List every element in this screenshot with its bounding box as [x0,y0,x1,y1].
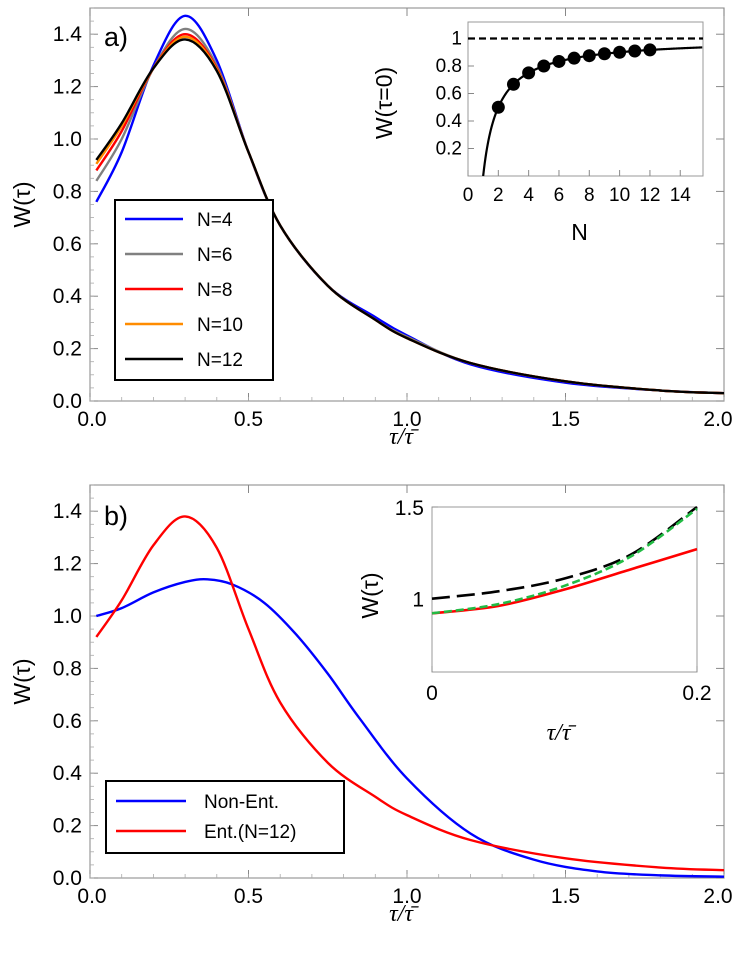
inset-data-point [491,100,505,114]
inset-data-point [567,51,581,65]
legend-box [105,780,345,854]
inset-y-axis-title: W(τ) [357,572,383,618]
series-line-N=12 [95,38,725,395]
inset-y-tick-label: 0.8 [436,56,462,77]
y-tick-label: 0.8 [53,657,82,680]
panel-label: a) [104,22,128,52]
y-tick-label: 1.4 [53,23,83,46]
inset-y-axis-title: W(τ=0) [371,67,397,139]
legend-label: N=12 [197,350,243,371]
inset-series-green-dashed [431,507,698,615]
panel-b: 0.0 0.2 0.4 0.6 0.8 1.0 1.2 1.4 0.0 0.5 1.0 1.5 2.0 τ… [9,484,733,927]
inset-data-point [552,54,566,68]
inset-y-tick-label: 1 [412,589,424,612]
series-line-Ent.(N=12) [95,515,725,872]
y-tick-label: 1.4 [53,500,83,523]
inset-data-point [613,45,627,59]
inset-x-tick-label: 8 [584,185,595,206]
x-tick-label: 1.0 [392,408,421,431]
legend-label: N=4 [197,210,233,231]
inset-data-point [628,44,642,58]
inset-x-tick-label: 2 [493,185,504,206]
inset-data-point [643,43,657,57]
inset-y-tick-label: 0.2 [436,139,462,160]
legend-label: N=10 [197,315,243,336]
inset-x-tick-label: 12 [639,185,660,206]
inset-x-axis-title: τ/τ̄ [547,720,577,746]
y-tick-label: 1.0 [53,605,82,628]
x-tick-label: 2.0 [703,885,732,908]
inset-x-tick-label: 10 [609,185,630,206]
y-tick-label: 1.2 [53,553,82,576]
x-tick-label: 2.0 [703,408,732,431]
x-tick-label: 0.0 [77,885,106,908]
legend-label: N=8 [197,280,232,301]
legend-label: Ent.(N=12) [204,822,296,843]
inset-data-point [506,77,520,91]
y-tick-label: 0.0 [53,390,82,413]
inset-y-tick-label: 0.6 [436,84,462,105]
inset-data-point [522,66,536,80]
inset-x-tick-label: 0.2 [682,682,711,705]
y-axis-title: W(τ) [9,181,35,227]
inset-x-tick-label: 4 [523,185,534,206]
inset-data-point [597,47,611,61]
y-axis-title: W(τ) [9,658,35,704]
x-tick-label: 0.5 [234,408,263,431]
inset-x-axis-title: N [571,219,588,245]
inset-x-tick-label: 6 [554,185,565,206]
inset-y-tick-label: 1.5 [395,497,424,520]
x-tick-label: 0.0 [77,408,106,431]
inset-series-red [431,547,698,615]
y-tick-label: 0.4 [53,285,83,308]
x-tick-label: 1.0 [392,885,421,908]
y-tick-label: 0.2 [53,815,82,838]
inset-x-tick-label: 0 [426,682,438,705]
y-tick-label: 0.8 [53,180,82,203]
y-tick-label: 0.0 [53,867,82,890]
y-tick-label: 1.2 [53,76,82,99]
x-tick-label: 1.5 [551,408,580,431]
y-tick-label: 1.0 [53,128,82,151]
x-tick-label: 1.5 [551,885,580,908]
legend-label: N=6 [197,245,232,266]
inset-x-tick-label: 14 [670,185,692,206]
y-tick-label: 0.2 [53,338,82,361]
inset-frame [467,21,704,177]
y-tick-label: 0.4 [53,762,83,785]
y-tick-label: 0.6 [53,233,82,256]
panel-label: b) [104,501,128,531]
inset-data-point [582,49,596,63]
y-tick-label: 0.6 [53,710,82,733]
inset-panel-b: 1 1.5 0 0.2 τ/τ̄ W(τ) [357,497,712,746]
x-tick-label: 0.5 [234,885,263,908]
inset-y-tick-label: 1 [451,29,462,50]
inset-data-point [537,59,551,73]
inset-x-tick-label: 0 [463,185,474,206]
series-line-Non-Ent. [95,578,725,878]
inset-y-tick-label: 0.4 [436,111,463,132]
legend-label: Non-Ent. [204,792,279,813]
panel-a: 0.00.20.40.60.81.01.21.40.0 0.5 1.0 1.5 2.0τ… [9,7,733,450]
